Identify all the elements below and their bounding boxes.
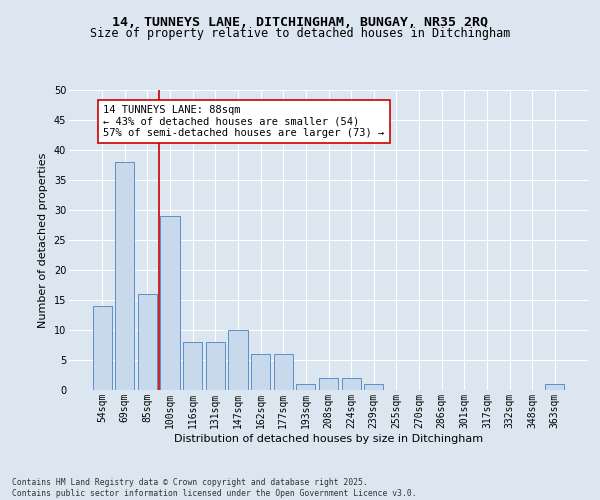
- Bar: [92, 306, 112, 390]
- X-axis label: Distribution of detached houses by size in Ditchingham: Distribution of detached houses by size …: [174, 434, 483, 444]
- Bar: [160, 216, 180, 390]
- Bar: [115, 162, 134, 390]
- Bar: [319, 378, 338, 390]
- Bar: [251, 354, 270, 390]
- Text: 14, TUNNEYS LANE, DITCHINGHAM, BUNGAY, NR35 2RQ: 14, TUNNEYS LANE, DITCHINGHAM, BUNGAY, N…: [112, 16, 488, 29]
- Bar: [138, 294, 157, 390]
- Text: Size of property relative to detached houses in Ditchingham: Size of property relative to detached ho…: [90, 28, 510, 40]
- Bar: [545, 384, 565, 390]
- Bar: [296, 384, 316, 390]
- Bar: [229, 330, 248, 390]
- Bar: [364, 384, 383, 390]
- Bar: [183, 342, 202, 390]
- Bar: [341, 378, 361, 390]
- Y-axis label: Number of detached properties: Number of detached properties: [38, 152, 48, 328]
- Bar: [274, 354, 293, 390]
- Text: 14 TUNNEYS LANE: 88sqm
← 43% of detached houses are smaller (54)
57% of semi-det: 14 TUNNEYS LANE: 88sqm ← 43% of detached…: [103, 105, 385, 138]
- Bar: [206, 342, 225, 390]
- Text: Contains HM Land Registry data © Crown copyright and database right 2025.
Contai: Contains HM Land Registry data © Crown c…: [12, 478, 416, 498]
